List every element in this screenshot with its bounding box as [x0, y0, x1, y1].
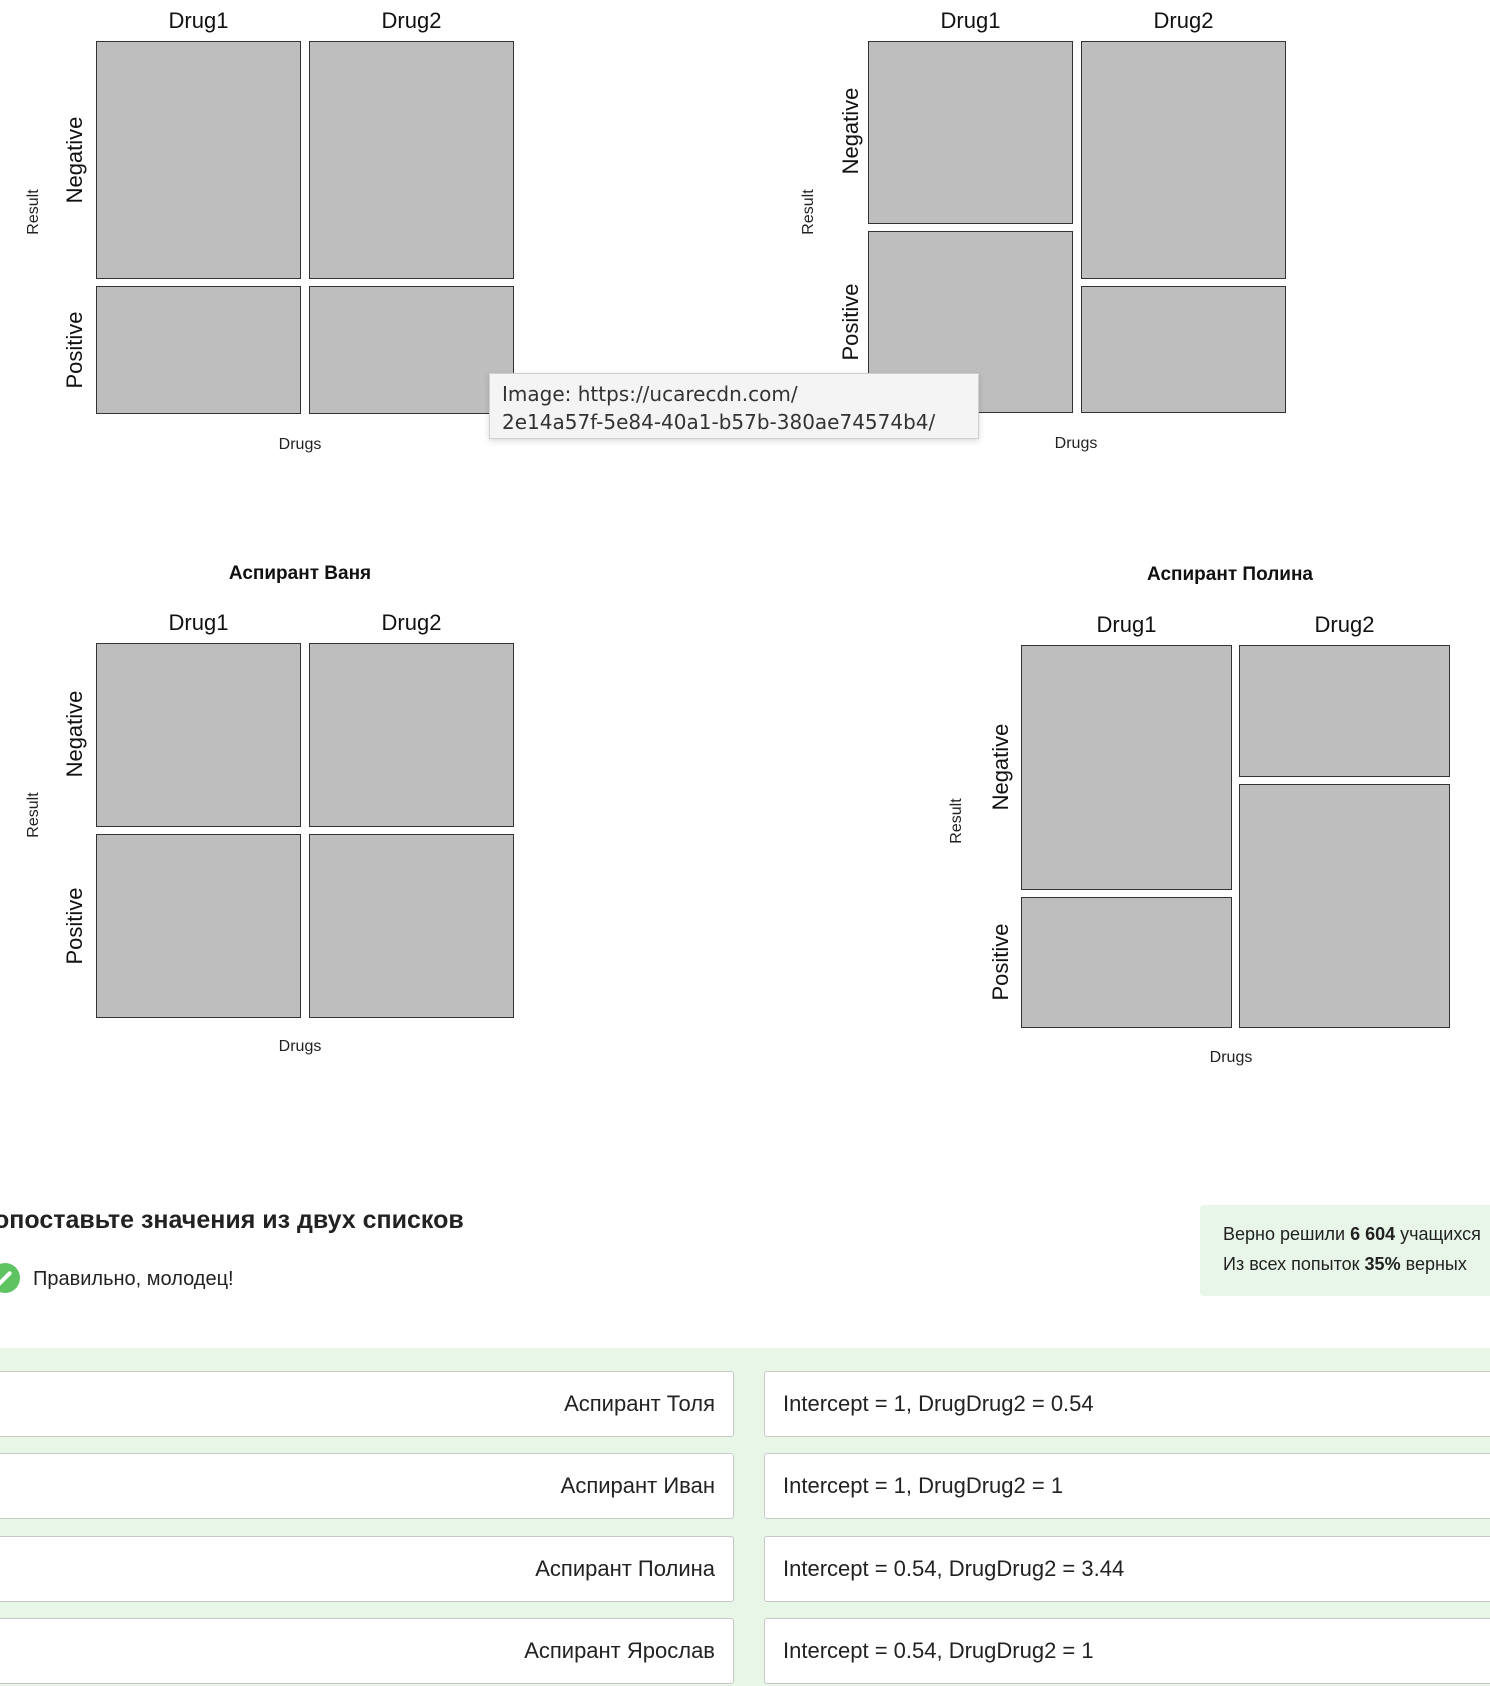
- row-label-positive: Positive: [988, 923, 1013, 1001]
- col-label-drug2: Drug2: [1153, 8, 1214, 33]
- row-label-negative: Negative: [838, 87, 863, 175]
- plot-title: Аспирант Ваня: [228, 563, 372, 584]
- row-label-negative: Negative: [62, 116, 87, 204]
- tooltip-line-2: 2e14a57f-5e84-40a1-b57b-380ae74574b4/: [502, 410, 936, 434]
- stats-solved: Верно решили 6 604 учащихся: [1223, 1219, 1490, 1249]
- stats-attempts-prefix: Из всех попыток: [1223, 1254, 1365, 1274]
- mosaic-cell: [309, 834, 514, 1018]
- stats-solved-suffix: учащихся: [1395, 1224, 1481, 1244]
- task-title: опоставьте значения из двух списков: [0, 1206, 464, 1234]
- row-label-positive: Positive: [62, 311, 87, 389]
- col-label-drug1: Drug1: [168, 8, 229, 33]
- mosaic-cell: [96, 834, 301, 1018]
- stats-panel: Верно решили 6 604 учащихся Из всех попы…: [1200, 1205, 1490, 1296]
- row-label-negative: Negative: [62, 690, 87, 778]
- mosaic-cell: [1081, 41, 1286, 279]
- row-label-positive: Positive: [838, 283, 863, 361]
- feedback-text: Правильно, молодец!: [33, 1268, 234, 1290]
- stats-attempts: Из всех попыток 35% верных: [1223, 1249, 1490, 1279]
- matching-area: Аспирант Толя Intercept = 1, DrugDrug2 =…: [0, 1348, 1490, 1686]
- y-axis-label: Result: [25, 189, 42, 235]
- x-axis-label: Drugs: [278, 1038, 322, 1055]
- stats-attempts-suffix: верных: [1400, 1254, 1467, 1274]
- mosaic-cell: [868, 41, 1073, 224]
- plot-title: Аспирант Полина: [1146, 564, 1313, 585]
- match-right-item[interactable]: Intercept = 1, DrugDrug2 = 0.54: [764, 1371, 1490, 1437]
- match-left-item[interactable]: Аспирант Полина: [0, 1536, 734, 1602]
- x-axis-label: Drugs: [1209, 1049, 1253, 1066]
- x-axis-label: Drugs: [278, 436, 322, 453]
- tooltip-line-1: Image: https://ucarecdn.com/: [502, 382, 798, 406]
- mosaic-cell: [1021, 897, 1232, 1028]
- match-right-item[interactable]: Intercept = 0.54, DrugDrug2 = 1: [764, 1618, 1490, 1684]
- stats-solved-prefix: Верно решили: [1223, 1224, 1351, 1244]
- col-label-drug2: Drug2: [381, 8, 442, 33]
- y-axis-label: Result: [948, 798, 965, 844]
- col-label-drug2: Drug2: [1314, 612, 1375, 637]
- match-left-item[interactable]: Аспирант Иван: [0, 1453, 734, 1519]
- col-label-drug1: Drug1: [940, 8, 1001, 33]
- col-label-drug1: Drug1: [1096, 612, 1157, 637]
- x-axis-label: Drugs: [1054, 435, 1098, 452]
- row-label-positive: Positive: [62, 887, 87, 965]
- mosaic-cell: [96, 286, 301, 414]
- mosaic-cell: [1021, 645, 1232, 890]
- match-left-item[interactable]: Аспирант Ярослав: [0, 1618, 734, 1684]
- mosaic-cell: [96, 41, 301, 279]
- image-url-tooltip: Image: https://ucarecdn.com/ 2e14a57f-5e…: [489, 373, 979, 439]
- col-label-drug1: Drug1: [168, 610, 229, 635]
- col-label-drug2: Drug2: [381, 610, 442, 635]
- mosaic-cell: [309, 41, 514, 279]
- y-axis-label: Result: [25, 792, 42, 838]
- y-axis-label: Result: [800, 189, 817, 235]
- check-icon: [0, 1263, 20, 1293]
- match-right-item[interactable]: Intercept = 0.54, DrugDrug2 = 3.44: [764, 1536, 1490, 1602]
- mosaic-cell: [1081, 286, 1286, 413]
- mosaic-cell: [96, 643, 301, 827]
- mosaic-cell: [309, 643, 514, 827]
- mosaic-cell: [1239, 784, 1450, 1028]
- stats-attempts-percent: 35%: [1364, 1254, 1401, 1274]
- match-left-item[interactable]: Аспирант Толя: [0, 1371, 734, 1437]
- match-right-item[interactable]: Intercept = 1, DrugDrug2 = 1: [764, 1453, 1490, 1519]
- mosaic-cell: [309, 286, 514, 414]
- mosaic-cell: [1239, 645, 1450, 777]
- row-label-negative: Negative: [988, 723, 1013, 811]
- stats-solved-count: 6 604: [1350, 1224, 1396, 1244]
